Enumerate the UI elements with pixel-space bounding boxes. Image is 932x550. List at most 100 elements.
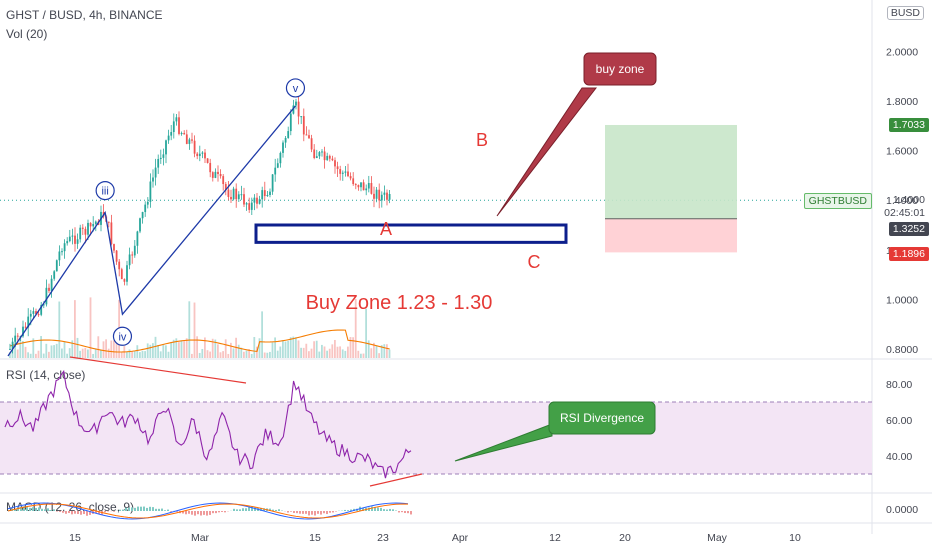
macd-bar [290, 511, 292, 512]
candle-body [370, 183, 373, 194]
candle-body [256, 197, 258, 204]
price-axis-tick: 1.4000 [886, 195, 918, 207]
macd-bar [404, 511, 406, 514]
candle-body [53, 271, 56, 279]
candle-body [68, 236, 71, 242]
candle-body [243, 194, 245, 205]
candle-body [115, 250, 118, 262]
volume-bar [191, 353, 193, 358]
macd-bar [383, 509, 385, 511]
volume-bar [139, 352, 141, 358]
volume-bar [253, 336, 256, 358]
candle-body [279, 152, 282, 164]
volume-bar [263, 352, 266, 358]
macd-bar [68, 511, 70, 514]
macd-bar [311, 511, 313, 515]
buy-zone-text: Buy Zone 1.23 - 1.30 [306, 292, 493, 314]
volume-bar [196, 336, 198, 358]
volume-bar [266, 352, 269, 358]
macd-bar [89, 511, 91, 515]
candle-body [128, 254, 131, 266]
volume-bar [292, 336, 295, 358]
macd-bar [299, 511, 301, 514]
macd-bar [23, 506, 25, 511]
volume-bar [354, 299, 357, 358]
currency-tag[interactable]: BUSD [886, 6, 924, 20]
macd-bar [323, 511, 325, 514]
symbol-title: GHST / BUSD, 4h, BINANCE [6, 8, 163, 22]
candle-body [334, 160, 336, 167]
wave-iv-label-circle [112, 326, 133, 346]
volume-bar [282, 340, 284, 358]
volume-bar [48, 351, 50, 358]
volume-bar [131, 351, 133, 358]
candle-body [66, 241, 69, 244]
volume-bar [79, 350, 81, 358]
candle-body [55, 260, 58, 272]
candle-body [146, 201, 149, 205]
volume-bar [193, 302, 196, 358]
candle-body [191, 139, 193, 141]
volume-bar [159, 351, 162, 358]
time-axis-tick: Apr [452, 532, 469, 544]
volume-bar [71, 340, 74, 358]
macd-bar [350, 509, 352, 511]
volume-bar [357, 350, 360, 358]
volume-indicator-label[interactable]: Vol (20) [6, 27, 48, 41]
macd-bar [83, 511, 85, 515]
volume-bar [224, 339, 227, 358]
volume-bar [295, 337, 297, 358]
volume-bar [165, 345, 167, 358]
candle-body [321, 151, 323, 153]
volume-bar [388, 349, 391, 358]
volume-bar [300, 347, 302, 358]
volume-bar [274, 337, 276, 358]
macd-bar [38, 507, 40, 511]
candle-body [76, 239, 79, 244]
candle-body [63, 243, 66, 252]
candle-body [261, 190, 264, 200]
time-axis-tick: Mar [191, 532, 210, 544]
volume-bar [341, 349, 344, 358]
macd-bar [65, 511, 67, 514]
volume-bar [383, 344, 386, 358]
candle-body [380, 194, 383, 201]
macd-bar [17, 507, 19, 511]
candle-body [349, 176, 352, 179]
volume-bar [185, 338, 188, 358]
macd-bar [167, 509, 169, 511]
volume-bar [27, 352, 29, 358]
macd-bar [206, 511, 208, 516]
macd-bar [320, 511, 322, 515]
buy-zone-box [254, 223, 568, 244]
volume-bar [76, 337, 79, 358]
candle-body [250, 202, 253, 210]
macd-bar [386, 509, 388, 511]
candle-body [383, 192, 386, 195]
wave-iv-label: iv [118, 331, 126, 343]
candle-body [144, 204, 147, 213]
macd-bar [368, 507, 370, 511]
volume-bar [136, 345, 139, 358]
volume-bar [146, 343, 149, 358]
time-axis-tick: 20 [619, 532, 631, 544]
volume-bar [375, 345, 378, 358]
candle-body [118, 261, 121, 270]
volume-bar [107, 348, 110, 358]
wave-v-label: v [293, 83, 299, 95]
candle-body [289, 113, 292, 132]
macd-bar [107, 511, 109, 512]
volume-bar [222, 351, 224, 358]
volume-bar [326, 350, 328, 358]
candle-body [81, 227, 84, 229]
macd-bar [263, 508, 265, 511]
rsi-callout-box [548, 401, 656, 435]
time-axis-tick: 15 [309, 532, 321, 544]
candle-body [45, 287, 48, 305]
macd-bar [326, 511, 328, 515]
rsi-indicator-label[interactable]: RSI (14, close) [6, 368, 86, 382]
volume-bar [19, 336, 22, 358]
volume-bar [367, 340, 370, 358]
volume-bar [167, 351, 170, 358]
